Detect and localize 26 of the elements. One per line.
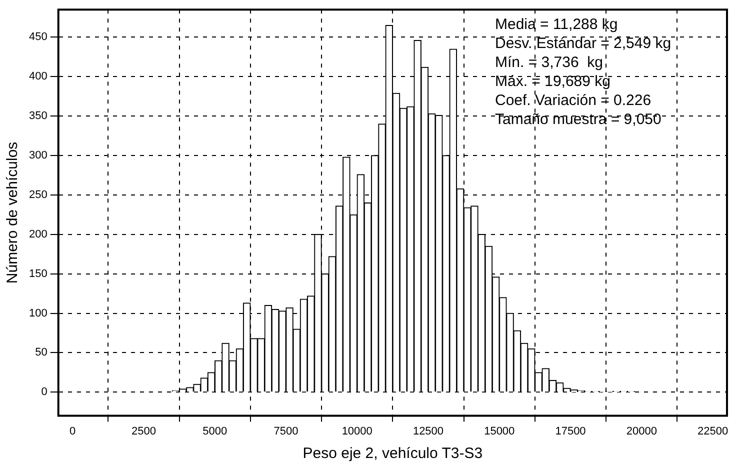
x-tick-label: 7500	[274, 425, 298, 438]
x-tick-label: 0	[70, 425, 76, 438]
annotation: Mín. = 3,736 kg	[495, 54, 603, 72]
y-axis-title: Número de vehículos	[4, 142, 22, 284]
x-tick-label: 22500	[697, 425, 728, 438]
annotation: Desv. Estándar = 2,549 kg	[495, 35, 672, 52]
y-tick-label: 100	[28, 307, 48, 320]
y-tick-label: 0	[41, 386, 48, 398]
y-tick-label: 50	[35, 346, 48, 359]
y-tick-label: 200	[28, 228, 48, 240]
x-tick-label: 15000	[484, 425, 515, 438]
annotation: Media = 11,288 kg	[495, 16, 618, 34]
y-tick-label: 300	[28, 150, 48, 162]
x-tick-label: 10000	[342, 425, 372, 438]
y-tick-label: 150	[28, 268, 48, 280]
x-axis-title: Peso eje 2, vehículo T3-S3	[302, 445, 483, 462]
y-tick-label: 450	[28, 31, 48, 44]
y-tick-label: 350	[28, 110, 48, 122]
x-tick-label: 17500	[555, 425, 586, 438]
x-tick-label: 12500	[412, 425, 444, 438]
y-tick-label: 250	[28, 188, 48, 201]
x-tick-label: 20000	[626, 425, 657, 438]
x-tick-label: 2500	[131, 425, 156, 438]
x-tick-label: 5000	[202, 425, 228, 438]
y-tick-label: 400	[28, 70, 48, 83]
annotation: Tamaño muestra = 9,050	[495, 111, 662, 128]
